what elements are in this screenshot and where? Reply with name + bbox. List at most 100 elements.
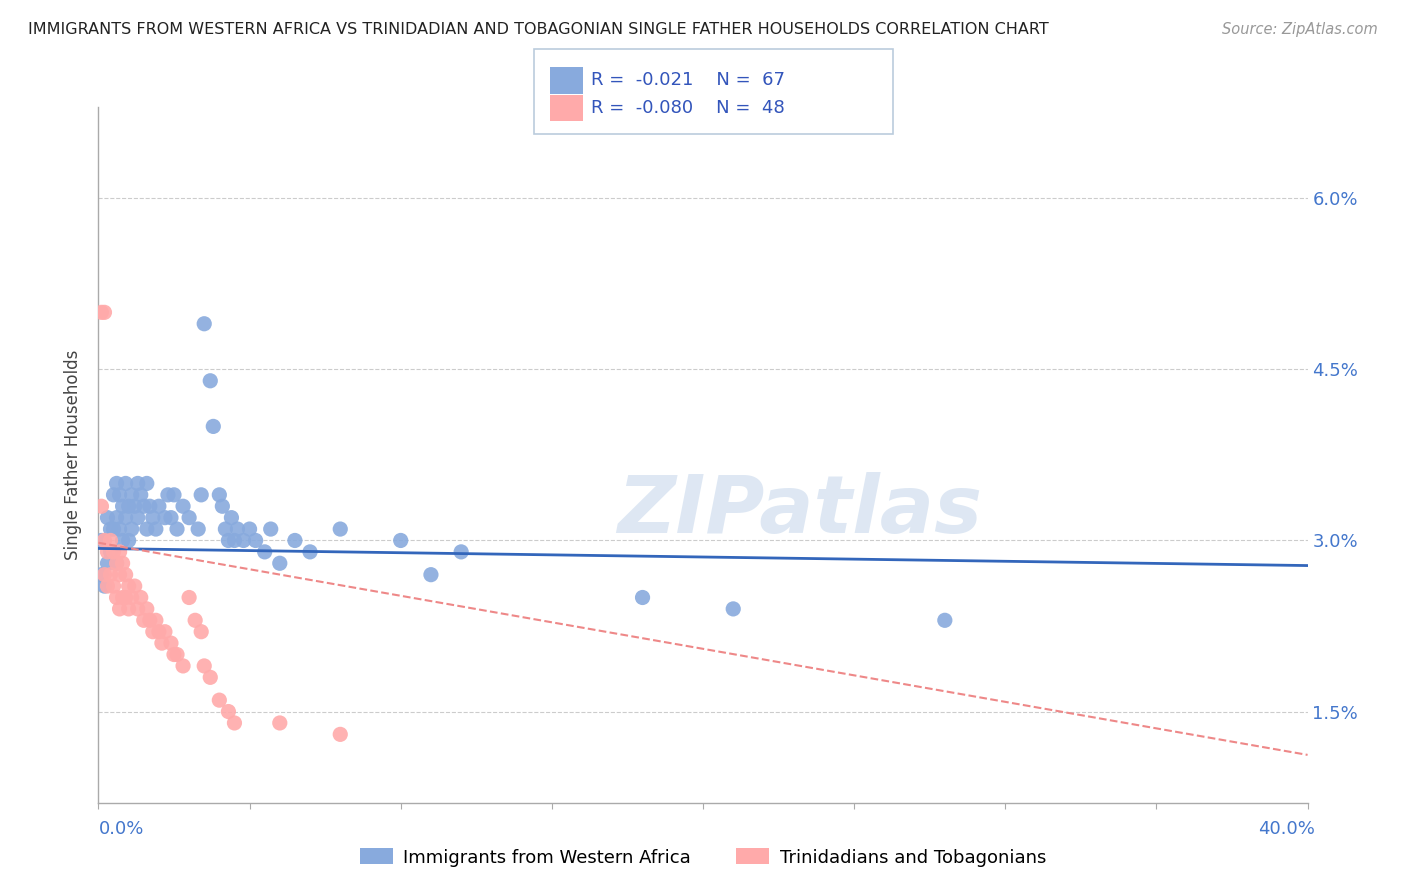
Point <box>93 579 115 593</box>
Point <box>127 602 149 616</box>
Point <box>100 533 122 548</box>
Point <box>226 522 249 536</box>
Point <box>299 545 322 559</box>
Point <box>142 624 165 639</box>
Point <box>211 500 233 514</box>
Point <box>217 705 239 719</box>
Point <box>224 715 246 730</box>
Point <box>114 476 136 491</box>
Point <box>108 602 131 616</box>
Point <box>631 591 654 605</box>
Point <box>127 476 149 491</box>
Point <box>103 579 125 593</box>
Text: R =  -0.080    N =  48: R = -0.080 N = 48 <box>591 99 785 117</box>
Point <box>132 500 155 514</box>
Legend: Immigrants from Western Africa, Trinidadians and Tobagonians: Immigrants from Western Africa, Trinidad… <box>353 841 1053 874</box>
Point <box>245 533 267 548</box>
Point <box>124 579 146 593</box>
Point <box>93 305 115 319</box>
Point <box>269 715 291 730</box>
Point <box>96 579 118 593</box>
Point <box>139 500 162 514</box>
Point <box>96 545 118 559</box>
Point <box>132 613 155 627</box>
Point <box>200 374 222 388</box>
Point <box>139 613 162 627</box>
Point <box>111 533 134 548</box>
Point <box>103 488 125 502</box>
Point <box>90 305 112 319</box>
Point <box>239 522 262 536</box>
Point <box>172 659 194 673</box>
Point <box>135 522 157 536</box>
Point <box>329 727 352 741</box>
Point <box>111 500 134 514</box>
Point <box>93 567 115 582</box>
Point <box>190 488 212 502</box>
Point <box>208 488 231 502</box>
Point <box>217 533 239 548</box>
Point <box>96 556 118 570</box>
Point <box>179 510 201 524</box>
Text: ZIPatlas: ZIPatlas <box>617 472 983 549</box>
Point <box>166 648 188 662</box>
Point <box>90 567 112 582</box>
Point <box>114 510 136 524</box>
Text: 40.0%: 40.0% <box>1258 820 1315 838</box>
Point <box>179 591 201 605</box>
Point <box>160 636 183 650</box>
Point <box>105 556 128 570</box>
Point <box>723 602 745 616</box>
Point <box>224 533 246 548</box>
Point <box>114 567 136 582</box>
Point <box>142 510 165 524</box>
Point <box>90 533 112 548</box>
Point <box>202 419 225 434</box>
Point <box>96 510 118 524</box>
Point <box>105 591 128 605</box>
Point <box>193 659 215 673</box>
Point <box>160 510 183 524</box>
Point <box>389 533 412 548</box>
Point <box>187 522 209 536</box>
Point <box>121 522 143 536</box>
Point <box>111 556 134 570</box>
Point <box>329 522 352 536</box>
Point <box>121 488 143 502</box>
Point <box>118 579 141 593</box>
Point <box>148 624 170 639</box>
Point <box>269 556 291 570</box>
Text: IMMIGRANTS FROM WESTERN AFRICA VS TRINIDADIAN AND TOBAGONIAN SINGLE FATHER HOUSE: IMMIGRANTS FROM WESTERN AFRICA VS TRINID… <box>28 22 1049 37</box>
Point <box>156 488 179 502</box>
Point <box>118 500 141 514</box>
Point <box>118 602 141 616</box>
Point <box>105 510 128 524</box>
Point <box>184 613 207 627</box>
Point <box>450 545 472 559</box>
Point <box>114 591 136 605</box>
Point <box>163 488 186 502</box>
Point <box>100 567 122 582</box>
Point <box>118 533 141 548</box>
Point <box>214 522 236 536</box>
Point <box>129 488 152 502</box>
Point <box>145 522 167 536</box>
Point <box>153 510 176 524</box>
Point <box>420 567 443 582</box>
Point <box>108 522 131 536</box>
Point <box>108 488 131 502</box>
Point <box>200 670 222 684</box>
Text: R =  -0.021    N =  67: R = -0.021 N = 67 <box>591 71 785 89</box>
Text: 0.0%: 0.0% <box>98 820 143 838</box>
Point <box>121 591 143 605</box>
Point <box>153 624 176 639</box>
Point <box>232 533 254 548</box>
Point <box>208 693 231 707</box>
Point <box>127 510 149 524</box>
Text: Source: ZipAtlas.com: Source: ZipAtlas.com <box>1222 22 1378 37</box>
Point <box>190 624 212 639</box>
Point <box>108 545 131 559</box>
Point <box>108 567 131 582</box>
Point <box>103 522 125 536</box>
Point <box>135 476 157 491</box>
